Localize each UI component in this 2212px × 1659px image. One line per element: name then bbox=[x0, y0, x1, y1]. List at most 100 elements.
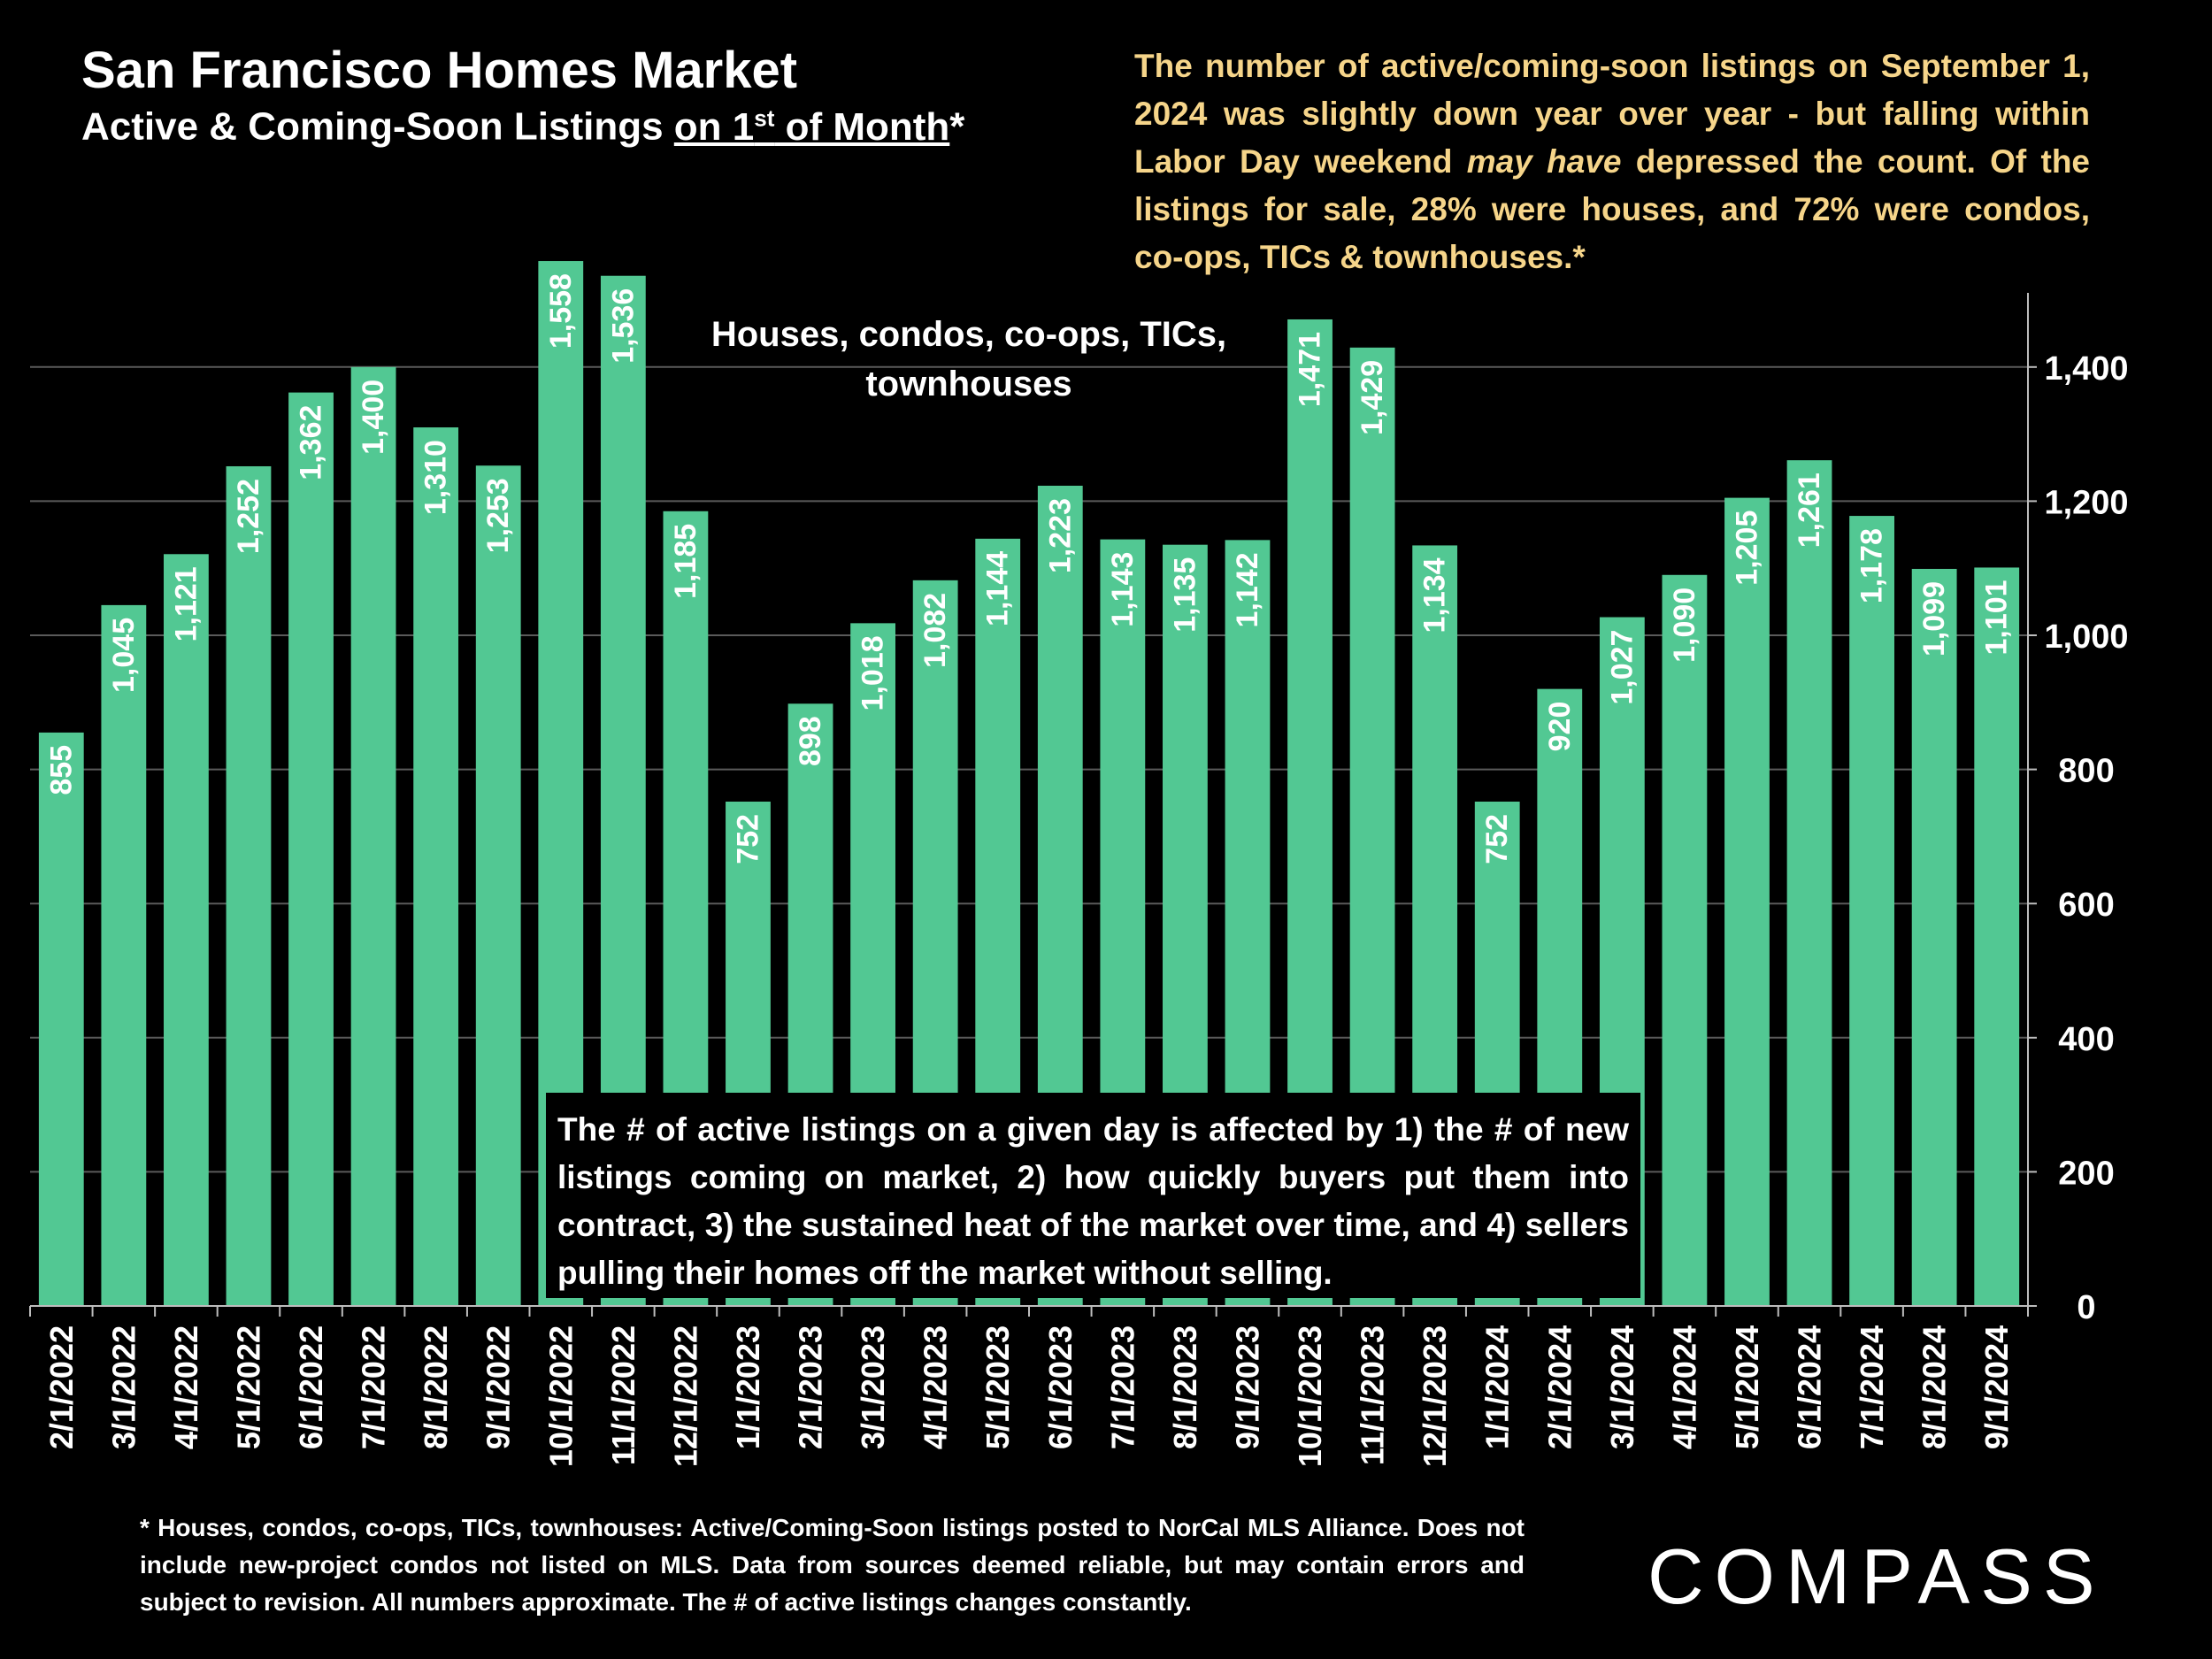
y-tick-label: 400 bbox=[2058, 1021, 2114, 1058]
logo-wordmark: COMPASS bbox=[1647, 1532, 2106, 1620]
commentary-part-2: depressed the count. Of the listings for… bbox=[1134, 143, 2090, 275]
chart-title: San Francisco Homes Market bbox=[81, 42, 798, 99]
data-label: 1,142 bbox=[1231, 552, 1264, 627]
bar bbox=[475, 465, 521, 1306]
x-tick-label: 2/1/2023 bbox=[793, 1325, 829, 1449]
data-label: 1,223 bbox=[1043, 498, 1077, 573]
x-tick-label: 9/1/2022 bbox=[480, 1325, 517, 1449]
footnote: * Houses, condos, co-ops, TICs, townhous… bbox=[140, 1514, 1525, 1616]
data-label: 1,261 bbox=[1793, 472, 1826, 548]
data-label: 1,027 bbox=[1605, 630, 1639, 705]
data-label: 1,101 bbox=[1980, 580, 2014, 655]
series-note: Houses, condos, co-ops, TICs, townhouses bbox=[710, 315, 1227, 403]
y-tick-label: 0 bbox=[2077, 1289, 2095, 1326]
bar bbox=[226, 465, 272, 1306]
axes: 0 200 400 600 800 1,000 1,200 1,400 2/1/2022 3/1/… bbox=[29, 293, 2129, 1467]
x-tick-label: 5/1/2023 bbox=[979, 1325, 1016, 1449]
x-tick-label: 9/1/2024 bbox=[1978, 1325, 2015, 1449]
data-label: 1,099 bbox=[1917, 581, 1951, 657]
x-tick-label: 1/1/2024 bbox=[1479, 1325, 1516, 1449]
x-tick-label: 3/1/2022 bbox=[105, 1325, 142, 1449]
data-label: 920 bbox=[1543, 702, 1577, 752]
data-label: 1,310 bbox=[419, 440, 453, 515]
x-tick-label: 2/1/2024 bbox=[1541, 1325, 1578, 1449]
data-label: 1,178 bbox=[1855, 528, 1889, 603]
x-tick-label: 3/1/2023 bbox=[855, 1325, 891, 1449]
commentary-part-1: The number of active/coming-soon listing… bbox=[1134, 48, 2090, 180]
x-tick-label: 8/1/2023 bbox=[1167, 1325, 1203, 1449]
y-tick-label: 600 bbox=[2058, 887, 2114, 924]
x-tick-label: 8/1/2024 bbox=[1916, 1325, 1953, 1449]
data-label: 1,558 bbox=[544, 273, 578, 349]
data-labels: 855 1,045 1,121 1,252 1,362 1,400 1,310 1,253 1,… bbox=[44, 273, 2013, 864]
data-label: 1,185 bbox=[669, 524, 703, 599]
data-label: 1,429 bbox=[1356, 360, 1389, 435]
x-tick-label: 6/1/2023 bbox=[1042, 1325, 1079, 1449]
subtitle-of-month: of Month bbox=[774, 104, 950, 149]
bar bbox=[1662, 574, 1708, 1306]
data-label: 1,471 bbox=[1294, 332, 1327, 407]
data-label: 752 bbox=[731, 814, 764, 864]
x-tick-label: 5/1/2022 bbox=[230, 1325, 266, 1449]
commentary-emphasis: may have bbox=[1466, 143, 1622, 180]
x-tick-label: 5/1/2024 bbox=[1729, 1325, 1765, 1449]
data-label: 1,362 bbox=[295, 405, 328, 480]
x-tick-label: 12/1/2023 bbox=[1417, 1325, 1453, 1467]
explanation-text: The # of active listings on a given day … bbox=[557, 1111, 1629, 1291]
x-tick-label: 1/1/2023 bbox=[730, 1325, 766, 1449]
subtitle-asterisk: * bbox=[949, 104, 965, 149]
y-tick-label: 1,400 bbox=[2044, 350, 2128, 388]
bar bbox=[101, 604, 147, 1306]
y-tick-label: 1,000 bbox=[2044, 618, 2128, 656]
bar bbox=[1724, 497, 1770, 1306]
data-label: 1,253 bbox=[481, 478, 515, 553]
commentary-text: The number of active/coming-soon listing… bbox=[1134, 42, 2090, 281]
bar bbox=[413, 427, 459, 1306]
x-tick-label: 4/1/2024 bbox=[1666, 1325, 1702, 1449]
data-label: 898 bbox=[794, 716, 827, 766]
compass-logo: COMPASS bbox=[1647, 1532, 2106, 1620]
data-label: 752 bbox=[1480, 814, 1514, 864]
x-tick-label: 10/1/2023 bbox=[1292, 1325, 1328, 1467]
bar bbox=[1974, 567, 2020, 1306]
x-tick-label: 8/1/2022 bbox=[418, 1325, 454, 1449]
data-label: 1,045 bbox=[107, 618, 141, 693]
x-tick-label: 7/1/2022 bbox=[356, 1325, 392, 1449]
data-label: 855 bbox=[44, 745, 78, 795]
data-label: 1,090 bbox=[1668, 588, 1701, 663]
x-tick-label: 2/1/2022 bbox=[43, 1325, 80, 1449]
data-label: 1,018 bbox=[856, 635, 890, 710]
x-tick-label: 12/1/2022 bbox=[667, 1325, 703, 1467]
data-label: 1,536 bbox=[606, 288, 640, 364]
bar bbox=[350, 366, 396, 1306]
bar bbox=[1911, 568, 1957, 1306]
x-tick-label: 11/1/2022 bbox=[605, 1325, 641, 1465]
x-tick-label: 6/1/2022 bbox=[293, 1325, 329, 1449]
data-label: 1,082 bbox=[918, 593, 952, 668]
x-tick-label: 3/1/2024 bbox=[1604, 1325, 1640, 1449]
x-tick-label: 7/1/2024 bbox=[1854, 1325, 1890, 1449]
bar bbox=[1786, 460, 1832, 1306]
subtitle-on-first: on 1 bbox=[673, 104, 755, 149]
x-tick-label: 6/1/2024 bbox=[1792, 1325, 1828, 1449]
x-tick-label: 7/1/2023 bbox=[1104, 1325, 1141, 1449]
explanation-box: The # of active listings on a given day … bbox=[546, 1093, 1640, 1298]
subtitle-prefix: Active & Coming-Soon Listings bbox=[81, 104, 674, 149]
data-label: 1,143 bbox=[1106, 552, 1140, 627]
subtitle-underlined: on 1st of Month bbox=[673, 104, 950, 149]
y-tick-label: 800 bbox=[2058, 753, 2114, 790]
data-label: 1,134 bbox=[1418, 557, 1452, 633]
data-label: 1,121 bbox=[169, 566, 203, 641]
y-tick-label: 1,200 bbox=[2044, 484, 2128, 521]
bar bbox=[164, 554, 209, 1306]
data-label: 1,135 bbox=[1168, 557, 1202, 633]
x-tick-label: 4/1/2023 bbox=[918, 1325, 954, 1449]
x-tick-label: 11/1/2023 bbox=[1355, 1325, 1391, 1465]
data-label: 1,205 bbox=[1730, 511, 1763, 586]
x-tick-label: 4/1/2022 bbox=[168, 1325, 204, 1449]
bar bbox=[1849, 516, 1894, 1306]
y-tick-label: 200 bbox=[2058, 1155, 2114, 1192]
data-label: 1,144 bbox=[981, 551, 1015, 626]
bar bbox=[38, 732, 84, 1306]
x-tick-label: 10/1/2022 bbox=[542, 1325, 579, 1467]
